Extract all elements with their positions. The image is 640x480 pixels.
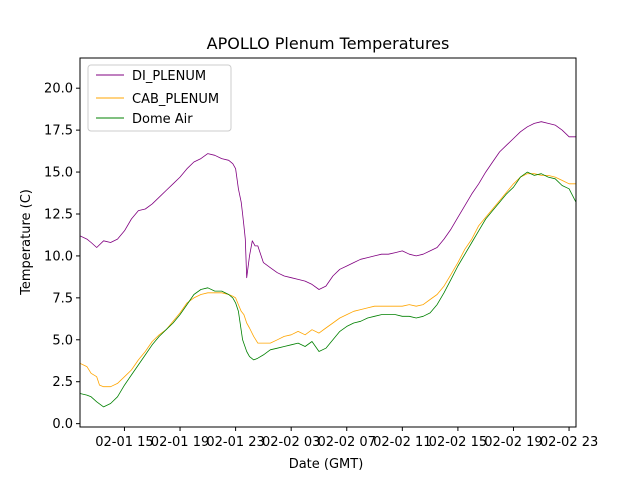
series-line-di-plenum	[80, 121, 576, 290]
x-tick-label: 02-02 11	[373, 435, 431, 450]
x-tick-label: 02-02 23	[540, 435, 598, 450]
y-tick-label: 15.0	[44, 166, 73, 181]
y-tick-label: 12.5	[44, 207, 73, 222]
y-tick-label: 20.0	[44, 82, 73, 97]
y-tick-label: 10.0	[44, 249, 73, 264]
legend-label-dome-air: Dome Air	[132, 112, 193, 127]
y-tick-label: 2.5	[52, 375, 73, 390]
legend-box	[87, 64, 232, 132]
series-line-cab-plenum	[80, 173, 576, 388]
x-tick-label: 02-01 23	[206, 435, 264, 450]
x-tick-label: 02-02 07	[318, 435, 376, 450]
x-tick-label: 02-02 03	[262, 435, 320, 450]
x-axis-label: Date (GMT)	[289, 457, 364, 472]
x-tick-label: 02-02 19	[484, 435, 542, 450]
y-tick-label: 0.0	[52, 417, 73, 432]
chart-title: APOLLO Plenum Temperatures	[207, 34, 450, 53]
y-axis: 0.0 2.5 5.0 7.5 10.0 12.5 15.0 17.5 20.0	[44, 82, 80, 432]
y-tick-label: 7.5	[52, 291, 73, 306]
plot-frame	[79, 57, 577, 428]
legend-label-di-plenum: DI_PLENUM	[132, 69, 206, 84]
series-layer	[80, 121, 576, 408]
series-line-dome-air	[80, 171, 576, 408]
x-tick-label: 02-01 15	[95, 435, 153, 450]
x-tick-label: 02-02 15	[429, 435, 487, 450]
legend: DI_PLENUM CAB_PLENUM Dome Air	[87, 64, 232, 132]
y-tick-label: 17.5	[44, 124, 73, 139]
y-tick-label: 5.0	[52, 333, 73, 348]
x-tick-label: 02-01 19	[151, 435, 209, 450]
legend-label-cab-plenum: CAB_PLENUM	[132, 92, 219, 107]
y-axis-label: Temperature (C)	[19, 189, 34, 296]
